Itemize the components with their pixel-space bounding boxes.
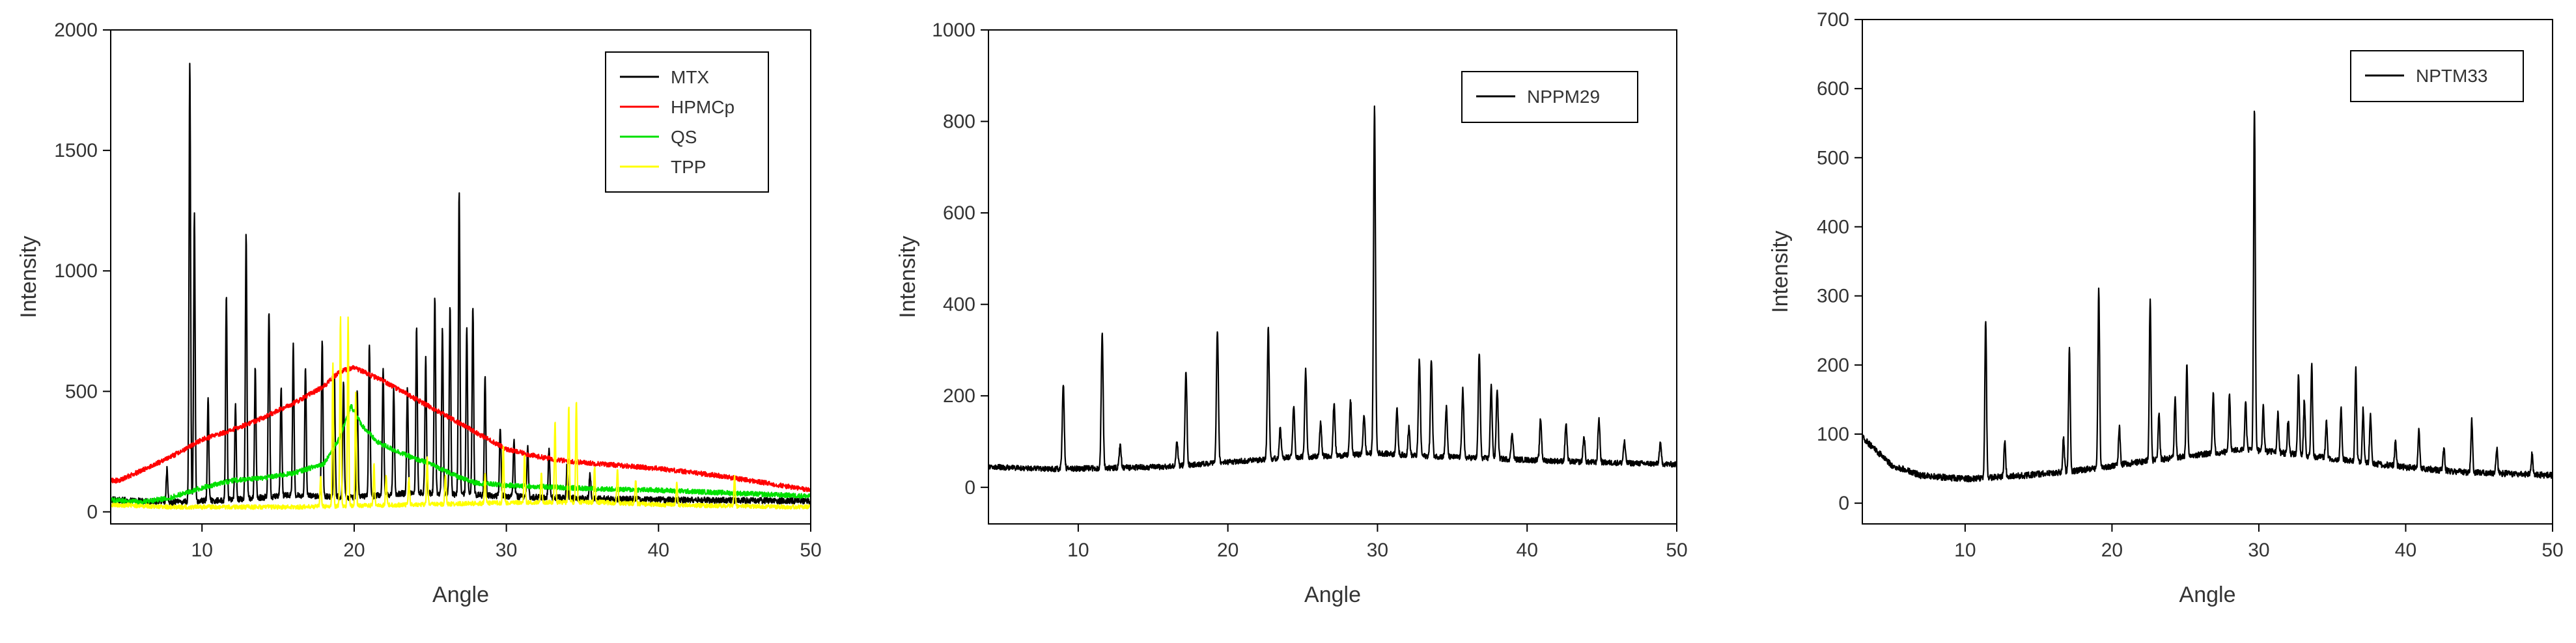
legend: NPTM33	[2350, 50, 2524, 102]
series-line-nptm33	[1862, 110, 2553, 483]
x-tick-label: 40	[2395, 540, 2416, 561]
y-tick-label: 400	[943, 294, 975, 316]
y-tick-label: 1000	[932, 20, 975, 41]
y-tick-label: 500	[1817, 147, 1849, 169]
x-tick-label: 10	[191, 540, 213, 561]
x-tick-label: 20	[1217, 540, 1239, 561]
y-tick-label: 800	[943, 111, 975, 133]
legend-label-hpmcp: HPMCp	[671, 97, 735, 117]
x-tick-label: 50	[800, 540, 821, 561]
chart-3-svg: 0 100 200 300 400 500 600 700 10 20 30 40 50 Angle Int…	[1768, 9, 2564, 607]
plot-frame	[988, 29, 1677, 525]
chart-2-svg: 0 200 400 600 800 1000 10 20 30 40 50 Angle Intensit…	[895, 20, 1688, 607]
plot-area	[1862, 110, 2553, 483]
y-axis-label: Intensity	[895, 236, 920, 318]
x-tick-label: 30	[2248, 540, 2269, 561]
series-line-tpp	[111, 316, 811, 510]
y-axis-label: Intensity	[16, 236, 41, 318]
legend-label-qs: QS	[671, 127, 697, 147]
x-tick-label: 20	[343, 540, 365, 561]
x-tick-label: 50	[2541, 540, 2563, 561]
y-tick-label: 0	[87, 501, 98, 523]
x-tick-label: 30	[1367, 540, 1388, 561]
y-tick-label: 1500	[54, 140, 98, 161]
x-axis-label: Angle	[432, 582, 489, 607]
series-line-hpmcp	[111, 364, 811, 493]
x-tick-label: 40	[1517, 540, 1538, 561]
y-tick-label: 400	[1817, 216, 1849, 238]
legend-label-nppm29: NPPM29	[1527, 87, 1600, 107]
legend: MTX HPMCp QS TPP	[605, 51, 769, 193]
series-line-mtx	[111, 62, 811, 506]
y-tick-label: 0	[964, 477, 975, 499]
y-tick-label: 300	[1817, 286, 1849, 307]
legend: NPPM29	[1461, 71, 1638, 123]
x-axis-label: Angle	[1304, 582, 1361, 607]
y-tick-label: 100	[1817, 424, 1849, 445]
x-tick-label: 20	[2101, 540, 2123, 561]
plot-area	[988, 105, 1677, 472]
series-line-qs	[111, 404, 811, 505]
plot-frame	[110, 29, 811, 525]
y-tick-label: 600	[1817, 78, 1849, 100]
plot-area	[111, 62, 811, 510]
legend-label-tpp: TPP	[671, 157, 706, 177]
chart-1-svg: 0 500 1000 1500 2000 10 20 30 40 50 Angle Intensity…	[16, 20, 822, 607]
x-tick-label: 30	[496, 540, 517, 561]
y-tick-label: 1000	[54, 260, 98, 282]
y-tick-label: 500	[65, 381, 98, 402]
x-tick-label: 40	[648, 540, 669, 561]
legend-label-mtx: MTX	[671, 67, 709, 87]
chart-panel-1: 0 500 1000 1500 2000 10 20 30 40 50 Angle Intensity…	[0, 0, 827, 640]
legend-box	[605, 51, 769, 193]
y-tick-label: 600	[943, 202, 975, 224]
x-tick-label: 50	[1666, 540, 1687, 561]
chart-panel-3: 0 100 200 300 400 500 600 700 10 20 30 40 50 Angle Int…	[1752, 0, 2576, 640]
y-tick-label: 200	[943, 385, 975, 407]
chart-panel-2: 0 200 400 600 800 1000 10 20 30 40 50 Angle Intensit…	[879, 0, 1700, 640]
y-axis-label: Intensity	[1768, 230, 1793, 313]
series-line-nppm29	[988, 105, 1677, 472]
plot-frame	[1862, 19, 2553, 525]
x-axis-label: Angle	[2179, 582, 2236, 607]
x-tick-label: 10	[1954, 540, 1976, 561]
legend-label-nptm33: NPTM33	[2416, 66, 2487, 86]
y-tick-label: 200	[1817, 355, 1849, 376]
y-tick-label: 0	[1838, 493, 1849, 514]
x-tick-label: 10	[1067, 540, 1089, 561]
y-tick-label: 700	[1817, 9, 1849, 31]
y-tick-label: 2000	[54, 20, 98, 41]
